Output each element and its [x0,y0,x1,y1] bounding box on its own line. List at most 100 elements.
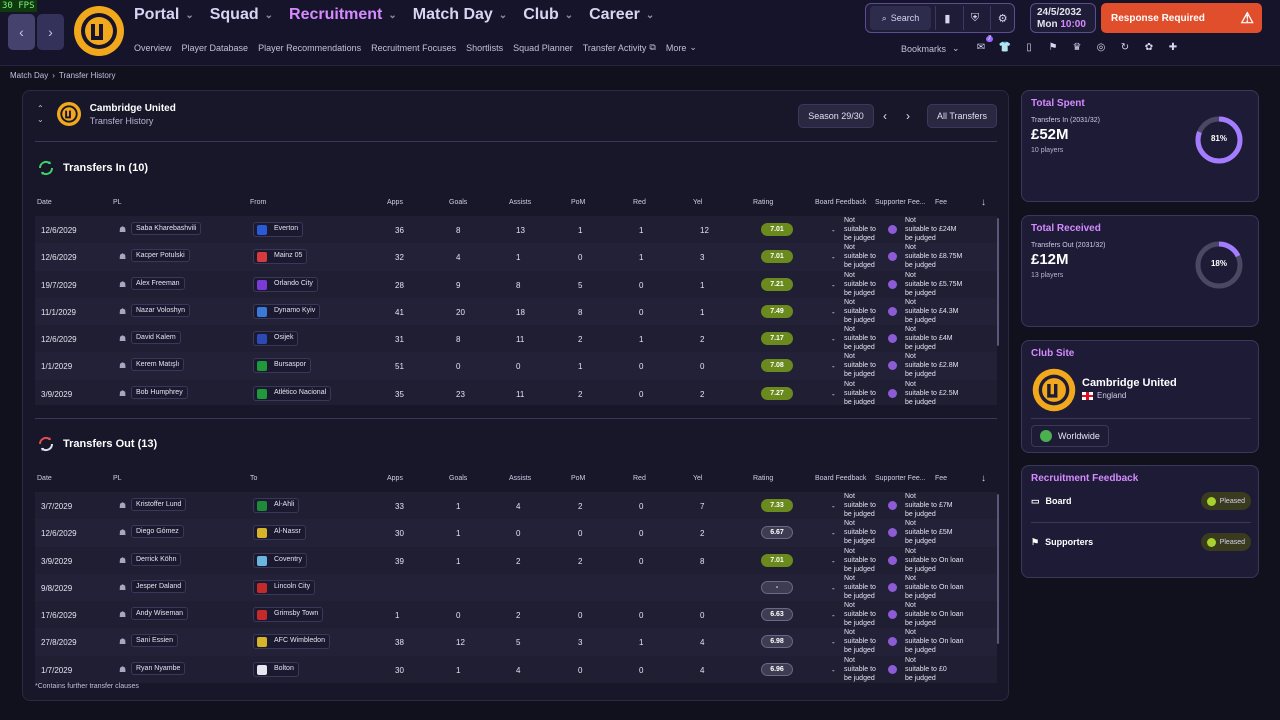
scrollbar[interactable] [997,218,999,346]
table-row[interactable]: 3/9/2029 ☗ Bob Humphrey Atlético Nacional 35… [35,379,997,405]
table-row[interactable]: 12/6/2029 ☗ Kacper Potulski Mainz 05 32 4 1 0 1 3… [35,243,997,271]
col-header-rating[interactable]: Rating [753,475,774,482]
club-switcher[interactable]: ⌃ ⌄ [37,103,44,125]
player-name[interactable]: Alex Freeman [131,276,185,290]
col-header-board[interactable]: Board Feedback [815,199,867,206]
subnav-squad-planner[interactable]: Squad Planner [513,42,573,53]
player-name[interactable]: Sani Essien [131,634,178,648]
club-chip[interactable]: Coventry [253,552,308,568]
subnav-player-database[interactable]: Player Database [181,42,249,53]
player-name[interactable]: Diego Gómez [131,525,184,539]
col-header-fee[interactable]: Fee [935,199,948,206]
search-button[interactable]: ⌕ Search [870,6,932,30]
col-header-pl[interactable]: PL [113,475,122,482]
prev-season-button[interactable]: ‹ [877,104,893,128]
season-selector[interactable]: Season 29/30 [798,104,874,128]
scrollbar[interactable] [997,494,999,644]
subnav-shortlists[interactable]: Shortlists [466,42,504,53]
game-date[interactable]: 24/5/2032 Mon 10:00 [1030,3,1096,33]
table-row[interactable]: 1/7/2029 ☗ Ryan Nyambe Bolton 30 1 4 0 0 4 6.96- No… [35,655,997,683]
player-name[interactable]: Ryan Nyambe [131,661,186,675]
subnav-transfer-activity[interactable]: Transfer Activity ⧉ [583,42,656,53]
club-chip[interactable]: Orlando City [253,276,318,292]
nav-career[interactable]: Career ⌄ [589,6,666,24]
player-name[interactable]: Derrick Köhn [131,552,182,566]
club-chip[interactable]: Bursaspor [253,358,311,374]
player-name[interactable]: Nazar Voloshyn [131,303,191,317]
col-header-yel[interactable]: Yel [693,475,703,482]
player-name[interactable]: Kerem Matışlı [131,358,185,372]
trophy-icon[interactable]: ♛ [1072,41,1082,53]
club-chip[interactable]: Grimsby Town [253,607,324,623]
forward-button[interactable]: › [37,14,64,50]
training-icon[interactable]: ⚑ [1048,41,1058,53]
col-header-board[interactable]: Board Feedback [815,475,867,482]
col-header-fee[interactable]: Fee [935,475,948,482]
table-row[interactable]: 17/6/2029 ☗ Andy Wiseman Grimsby Town 1 0 2 0 0 0… [35,601,997,629]
refresh-icon[interactable]: ↻ [1120,41,1130,53]
back-button[interactable]: ‹ [8,14,35,50]
col-header-yel[interactable]: Yel [693,199,703,206]
table-row[interactable]: 12/6/2029 ☗ David Kalem Osijek 31 8 11 2 1 2 7.17 -… [35,325,997,353]
subnav-overview[interactable]: Overview [134,42,172,53]
shirt-icon[interactable]: 👕 [998,41,1012,53]
chevron-down-icon[interactable]: ⌄ [37,115,44,124]
col-header-apps[interactable]: Apps [387,475,403,482]
all-transfers-button[interactable]: All Transfers [927,104,997,128]
player-name[interactable]: Kacper Potulski [131,249,190,263]
table-row[interactable]: 19/7/2029 ☗ Alex Freeman Orlando City 28 9 8 5 0… [35,270,997,298]
subnav-player-recommendations[interactable]: Player Recommendations [258,42,362,53]
col-header-goals[interactable]: Goals [449,475,468,482]
col-header-pl[interactable]: PL [113,199,122,206]
club-chip[interactable]: Mainz 05 [253,249,308,265]
table-row[interactable]: 3/7/2029 ☗ Kristoffer Lund Al-Ahli 33 1 4 2 0 7 7.… [35,492,997,520]
chevron-up-icon[interactable]: ⌃ [37,104,44,113]
staff-icon[interactable]: ✿ [1144,41,1154,53]
breadcrumb-match-day[interactable]: Match Day [10,71,49,80]
table-row[interactable]: 9/8/2029 ☗ Jesper Daland Lincoln City - - Not … [35,573,997,602]
col-header-red[interactable]: Red [633,199,646,206]
table-row[interactable]: 12/6/2029 ☗ Saba Kharebashvili Everton 36 8 13… [35,216,997,244]
club-chip[interactable]: Dynamo Kyiv [253,303,321,319]
player-name[interactable]: Bob Humphrey [131,385,188,399]
scout-icon[interactable]: ◎ [1096,41,1106,53]
club-chip[interactable]: Al-Nassr [253,525,306,541]
nav-portal[interactable]: Portal ⌄ [134,6,206,24]
club-chip[interactable]: AFC Wimbledon [253,634,330,650]
nav-squad[interactable]: Squad ⌄ [210,6,285,24]
sort-arrow-icon[interactable]: ↓ [981,197,986,208]
col-header-club[interactable]: From [250,199,267,206]
col-header-pom[interactable]: PoM [571,199,586,206]
col-header-date[interactable]: Date [37,199,52,206]
response-required-button[interactable]: Response Required ⚠ [1101,3,1262,33]
inbox-icon[interactable]: ✉ 7 [976,36,993,53]
table-row[interactable]: 27/8/2029 ☗ Sani Essien AFC Wimbledon 38 12 5 3… [35,628,997,656]
table-row[interactable]: 1/1/2029 ☗ Kerem Matışlı Bursaspor 51 0 0 1 0 0 7.… [35,352,997,380]
club-chip[interactable]: Bolton [253,661,299,677]
col-header-red[interactable]: Red [633,475,646,482]
club-chip[interactable]: Everton [253,222,304,237]
col-header-date[interactable]: Date [37,475,52,482]
settings-button[interactable]: ⚙ [990,6,1014,30]
col-header-assists[interactable]: Assists [509,475,532,482]
bookmark-button[interactable]: ▮ [935,6,959,30]
club-chip[interactable]: Lincoln City [253,579,316,595]
club-chip[interactable]: Al-Ahli [253,498,300,513]
club-logo[interactable] [72,4,126,58]
table-row[interactable]: 11/1/2029 ☗ Nazar Voloshyn Dynamo Kyiv 41 20 1… [35,297,997,326]
nav-match-day[interactable]: Match Day ⌄ [413,6,519,24]
col-header-assists[interactable]: Assists [509,199,532,206]
player-name[interactable]: David Kalem [131,331,181,345]
sort-arrow-icon[interactable]: ↓ [981,473,986,484]
trophy-button[interactable]: ⛨ [962,6,987,30]
col-header-pom[interactable]: PoM [571,475,586,482]
col-header-apps[interactable]: Apps [387,199,403,206]
subnav-more[interactable]: More ⌄ [666,42,697,53]
phone-icon[interactable]: ▯ [1026,41,1032,53]
nav-recruitment[interactable]: Recruitment ⌄ [289,6,409,24]
medical-icon[interactable]: ✚ [1168,41,1178,53]
col-header-rating[interactable]: Rating [753,199,774,206]
nav-club[interactable]: Club ⌄ [523,6,585,24]
player-name[interactable]: Saba Kharebashvili [131,222,202,235]
col-header-supporter-feedback[interactable]: Supporter Fee... [875,475,926,482]
